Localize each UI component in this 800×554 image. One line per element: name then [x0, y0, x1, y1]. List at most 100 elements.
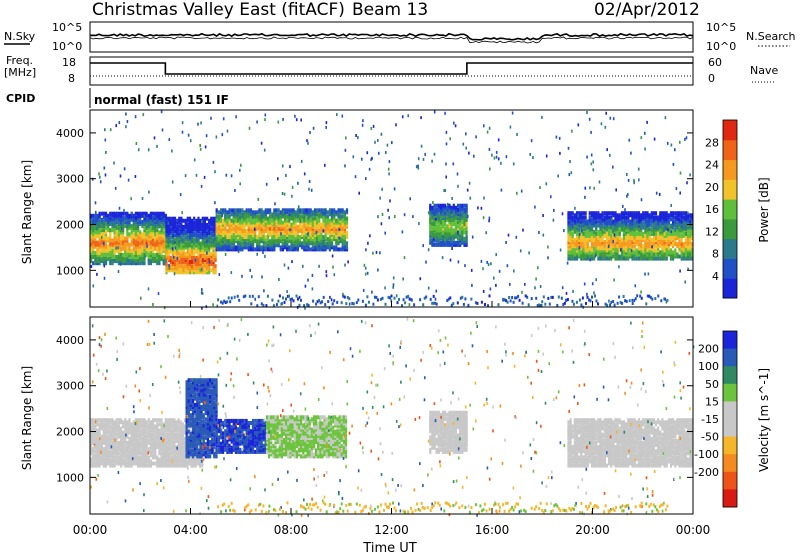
power-ytick-label-2: 3000: [56, 173, 84, 186]
power-cell-3637: [684, 242, 687, 247]
power-cell-1196: [208, 227, 211, 232]
power-cell-3413: [659, 242, 662, 247]
power-cell-1433: [237, 239, 240, 244]
power-cell-2682: [575, 211, 579, 216]
power-cell-1137: [203, 253, 206, 258]
power-cell-1451: [239, 241, 242, 246]
power-cell-807: [171, 227, 174, 232]
power-cell-833: [173, 218, 177, 223]
power-cell-1132: [203, 268, 206, 273]
power-cell-2205: [335, 210, 338, 215]
power-cell-3911: [199, 147, 202, 151]
power-cell-4389: [526, 295, 529, 299]
power-cell-2960: [610, 256, 613, 261]
power-cell-4314: [343, 295, 346, 299]
power-cell-3745: [115, 124, 117, 128]
power-cell-3836: [407, 114, 409, 118]
power-cell-1182: [208, 262, 211, 267]
power-cell-3792: [115, 246, 117, 250]
power-cell-2853: [597, 246, 600, 251]
power-cell-842: [176, 251, 179, 256]
power-ylabel: Slant Range [km]: [20, 160, 34, 264]
power-cell-3246: [640, 229, 643, 234]
power-cell-2800: [590, 242, 594, 247]
power-cell-2103: [322, 216, 325, 221]
velocity-cell-65: [96, 445, 99, 450]
power-cell-3365: [652, 225, 655, 230]
power-cell-3616: [682, 248, 685, 253]
power-cell-3594: [680, 252, 683, 257]
power-cell-389: [130, 234, 133, 239]
power-cell-3812: [415, 165, 418, 169]
power-cell-4070: [432, 201, 434, 204]
power-cell-803: [171, 235, 174, 240]
power-cell-3379: [654, 236, 658, 240]
power-cell-3039: [618, 256, 621, 261]
power-cell-1300: [219, 245, 223, 250]
power-cell-1125: [201, 227, 204, 232]
power-cell-3124: [627, 240, 630, 245]
power-cell-1403: [232, 233, 235, 237]
power-cell-676: [160, 220, 163, 224]
power-cell-1715: [273, 245, 276, 250]
power-cell-759: [167, 235, 170, 240]
power-cell-4056: [420, 144, 423, 148]
power-cell-2450: [448, 209, 451, 214]
power-cell-2941: [608, 256, 611, 261]
power-cell-727: [165, 262, 168, 267]
power-cell-513: [143, 226, 146, 231]
power-cell-690: [162, 238, 165, 243]
power-cell-3389: [654, 211, 658, 216]
power-cell-3151: [629, 221, 632, 226]
velocity-cell-327: [126, 426, 129, 431]
power-cell-1548: [249, 216, 252, 221]
power-cell-4421: [594, 294, 596, 298]
power-cell-1406: [232, 222, 235, 227]
power-cell-2749: [584, 238, 587, 243]
power-cell-4321: [357, 298, 360, 302]
velocity-cell-122: [102, 447, 105, 452]
power-cell-665: [160, 246, 163, 251]
power-cell-973: [188, 264, 192, 269]
power-cell-28: [92, 238, 95, 243]
power-cell-468: [139, 246, 142, 251]
power-cell-4289: [288, 294, 290, 298]
power-cell-2506: [457, 232, 460, 237]
power-cell-551: [147, 224, 150, 229]
velocity-cell-85: [98, 445, 101, 450]
power-cell-4326: [372, 302, 375, 306]
power-cell-498: [141, 220, 144, 224]
power-cell-1807: [284, 214, 287, 219]
power-cell-2869: [599, 248, 602, 253]
power-cell-2919: [603, 211, 606, 216]
power-cell-2794: [590, 256, 594, 261]
power-cell-1192: [208, 237, 211, 242]
velocity-cell-60: [96, 455, 99, 460]
power-cell-61: [96, 259, 99, 264]
power-cell-4347: [419, 298, 422, 302]
power-cell-2035: [313, 220, 317, 225]
power-cell-3861: [516, 191, 518, 195]
power-cell-2081: [320, 235, 323, 240]
power-cell-1532: [247, 208, 250, 213]
power-cell-457: [137, 220, 140, 224]
power-cell-4324: [366, 295, 369, 299]
power-cell-1505: [245, 233, 248, 237]
power-cell-3199: [635, 248, 638, 253]
power-cell-494: [141, 234, 144, 239]
power-cell-3526: [672, 252, 675, 257]
power-cell-4199: [184, 174, 187, 178]
power-cell-4076: [160, 110, 163, 114]
power-cell-1243: [212, 216, 215, 221]
power-cell-1683: [269, 245, 272, 250]
velocity-cell-16: [90, 420, 93, 425]
power-cell-4395: [539, 304, 542, 307]
power-cell-1616: [260, 245, 263, 250]
power-cell-1091: [199, 260, 202, 264]
power-cell-2466: [450, 216, 453, 221]
velocity-cell-255: [117, 428, 120, 433]
power-cell-3394: [657, 246, 660, 251]
power-cell-485: [141, 255, 144, 259]
power-cell-3915: [215, 135, 218, 139]
power-cell-2602: [567, 211, 570, 216]
